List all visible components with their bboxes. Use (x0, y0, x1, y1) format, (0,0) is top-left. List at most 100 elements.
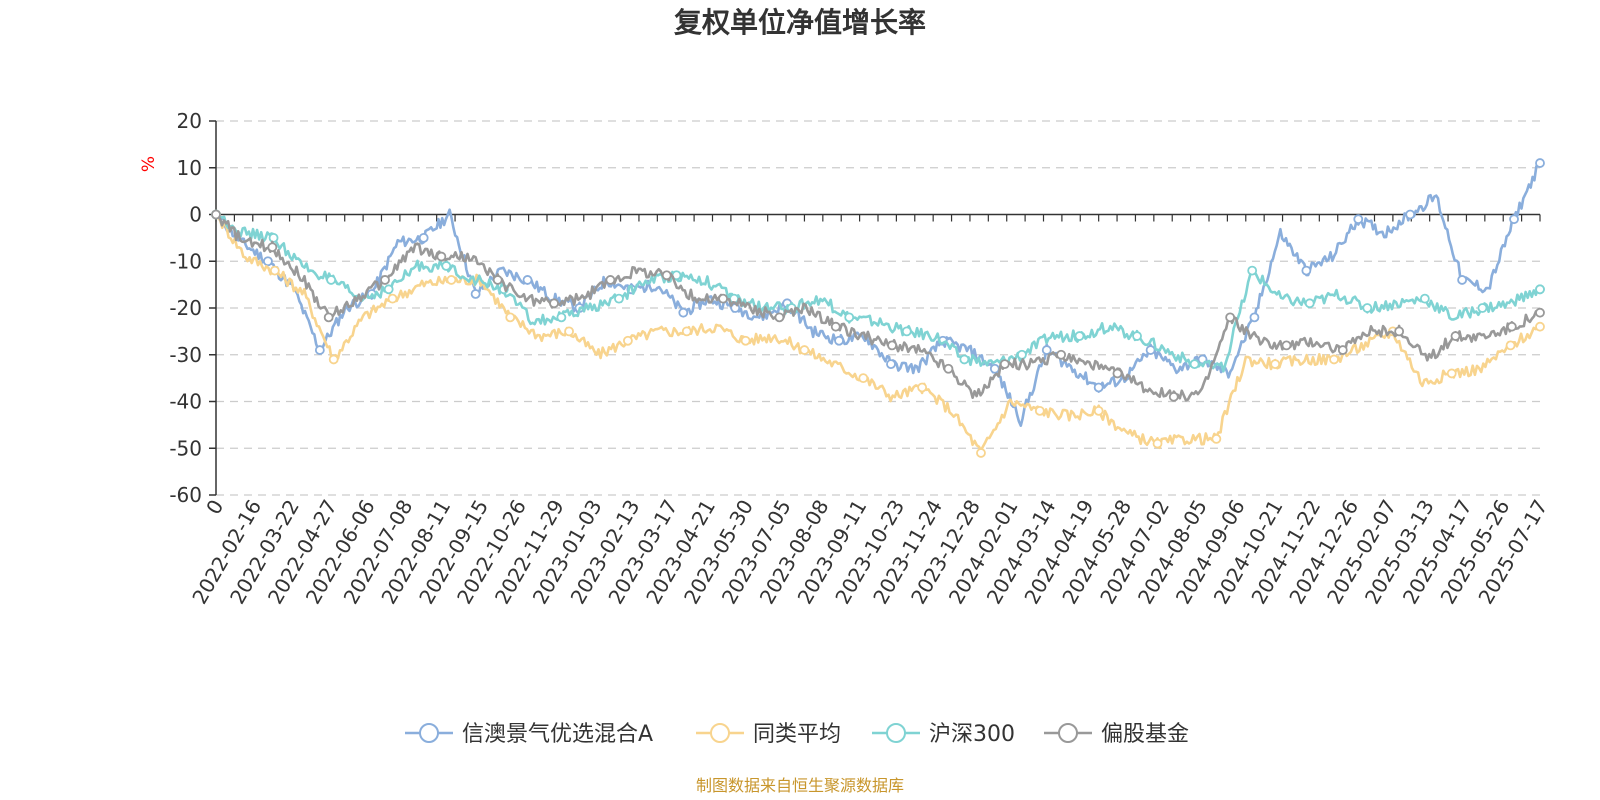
series-point (887, 340, 897, 351)
chart-title: 复权单位净值增长率 (674, 6, 926, 39)
series-point (1211, 433, 1222, 444)
y-tick-label: -40 (169, 390, 202, 414)
y-axis-unit: % (139, 156, 159, 172)
legend-label: 信澳景气优选混合A (462, 722, 653, 747)
series-point (1535, 158, 1545, 168)
grid-lines (216, 120, 1540, 496)
legend-label: 偏股基金 (1101, 722, 1189, 747)
series-point (1189, 359, 1200, 370)
y-tick-label: 0 (189, 203, 202, 227)
series-point (1034, 405, 1045, 416)
y-tick-label: -10 (169, 249, 202, 273)
series-point (418, 232, 429, 243)
series-point (901, 326, 912, 337)
series-point (1168, 391, 1179, 402)
series-point (1225, 312, 1236, 323)
y-tick-label: -50 (169, 436, 202, 460)
series-point (314, 345, 325, 355)
series-point (1093, 382, 1104, 393)
series-point (1247, 265, 1258, 276)
series-point (1337, 345, 1348, 355)
series-lines (211, 158, 1545, 458)
series-point (1056, 349, 1067, 360)
series-point (1329, 354, 1339, 365)
series-point (844, 312, 855, 323)
legend-swatch-circle (1058, 723, 1078, 743)
series-point (470, 289, 481, 299)
legend-swatch-circle (710, 723, 730, 743)
series-point (1353, 214, 1364, 225)
legend-swatch-circle (886, 723, 906, 743)
series-point (328, 354, 339, 365)
legend-item[interactable]: 沪深300 (872, 722, 1015, 747)
series-point (436, 251, 447, 262)
series-point (740, 335, 751, 346)
series-point (1093, 405, 1104, 416)
legend-item[interactable]: 同类平均 (696, 722, 841, 747)
series-point (1132, 331, 1142, 341)
series-point (661, 270, 672, 281)
series-point (267, 242, 278, 253)
series-point (549, 298, 559, 309)
series-line (215, 160, 1541, 427)
y-tick-label: -30 (169, 343, 202, 367)
legend[interactable]: 信澳景气优选混合A 同类平均 沪深300 偏股基金 (405, 722, 1189, 747)
series-point (1112, 368, 1123, 379)
series-point (943, 363, 954, 374)
series-point (1446, 368, 1457, 379)
series-point (1535, 284, 1545, 295)
y-tick-label: 20 (177, 109, 202, 133)
series-point (681, 326, 692, 337)
series-point (269, 265, 280, 276)
series-point (211, 209, 221, 220)
series-point (505, 312, 516, 323)
series-point (830, 321, 841, 332)
legend-label: 同类平均 (753, 722, 841, 747)
series-point (989, 363, 1000, 374)
series-point (323, 312, 334, 323)
legend-item[interactable]: 信澳景气优选混合A (405, 722, 653, 747)
series-point (718, 293, 728, 304)
y-tick-label: 10 (177, 156, 202, 180)
series-point (1301, 265, 1312, 276)
series-point (522, 275, 533, 285)
series-point (1281, 340, 1292, 351)
series-point (326, 275, 337, 285)
legend-swatch-circle (419, 723, 439, 743)
series-point (1394, 326, 1405, 337)
series-point (999, 359, 1010, 370)
series-point (917, 382, 928, 393)
legend-item[interactable]: 偏股基金 (1044, 722, 1189, 747)
series-point (446, 275, 457, 285)
series-point (1074, 331, 1085, 341)
series-point (268, 232, 279, 243)
series-point (1506, 321, 1517, 332)
series-point (799, 345, 810, 355)
series-point (1505, 340, 1516, 351)
series-point (1509, 214, 1519, 225)
series-point (1270, 359, 1281, 370)
series-point (614, 293, 624, 304)
series-point (441, 261, 452, 271)
series-point (1249, 312, 1260, 323)
series-line (215, 213, 1541, 402)
series-point (1017, 349, 1027, 360)
series-point (1362, 303, 1373, 313)
series-point (1457, 275, 1468, 285)
series-point (1450, 331, 1461, 341)
legend-label: 沪深300 (929, 722, 1015, 747)
series-line (214, 213, 1541, 452)
series-point (1405, 209, 1416, 220)
series-point (959, 354, 970, 365)
series-point (858, 373, 869, 384)
series-point (556, 312, 567, 323)
series-point (1419, 293, 1430, 304)
series-point (1152, 438, 1163, 449)
series-point (1304, 298, 1315, 309)
series-point (1041, 345, 1052, 355)
series-point (1477, 303, 1488, 313)
series-point (834, 335, 844, 346)
series-point (1535, 321, 1545, 332)
series-point (678, 307, 689, 318)
